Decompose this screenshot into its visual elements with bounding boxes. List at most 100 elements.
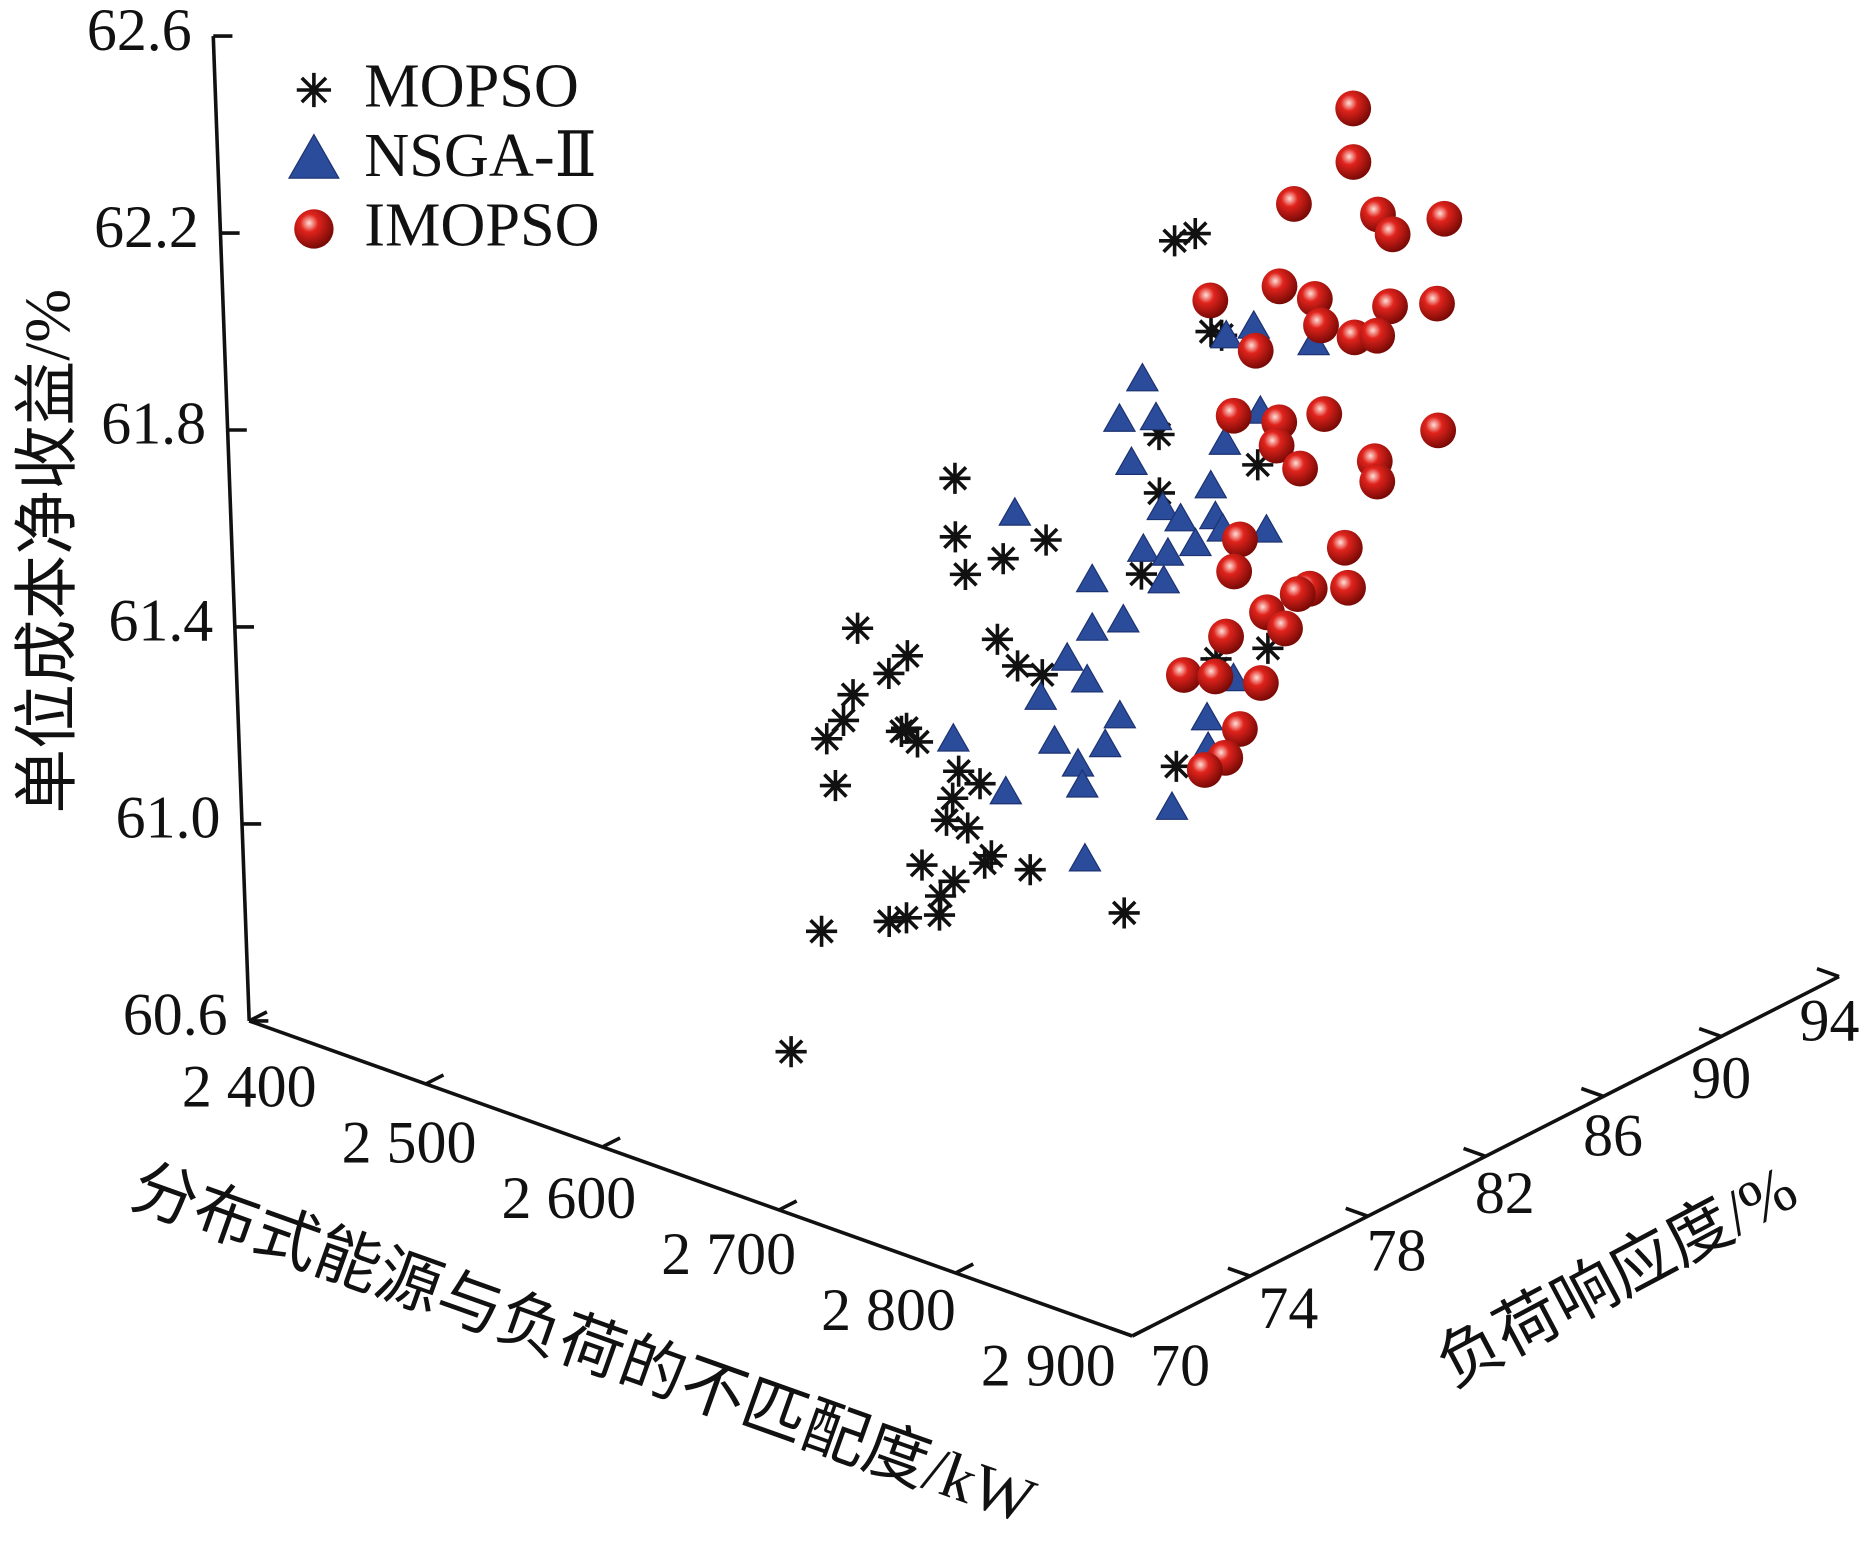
point	[1014, 854, 1046, 886]
point	[890, 902, 923, 934]
point	[1194, 469, 1228, 499]
point	[819, 770, 852, 802]
point	[981, 623, 1013, 655]
legend-marker	[294, 209, 334, 249]
x-tick-label: 2 900	[981, 1333, 1116, 1399]
point	[1088, 728, 1122, 758]
point	[923, 899, 956, 931]
y-tick-label: 78	[1367, 1218, 1427, 1284]
point	[837, 679, 869, 711]
point	[1143, 477, 1175, 509]
point	[1075, 563, 1109, 593]
z-tick-label: 61.4	[108, 588, 213, 654]
point	[1261, 268, 1298, 305]
point	[1221, 711, 1258, 747]
point	[1143, 418, 1175, 451]
point	[1216, 553, 1253, 590]
point	[1208, 618, 1244, 655]
point	[1108, 897, 1140, 929]
point	[1197, 658, 1234, 695]
x-tick	[424, 1073, 445, 1086]
point	[1178, 527, 1213, 557]
point	[1252, 632, 1284, 664]
z-tick-label: 62.6	[87, 0, 192, 63]
point	[1208, 425, 1242, 455]
point	[1068, 842, 1102, 872]
y-tick	[1345, 1206, 1369, 1218]
point	[1279, 576, 1316, 613]
point	[842, 612, 874, 644]
point	[1242, 449, 1274, 481]
y-tick-label: 70	[1150, 1333, 1210, 1399]
y-tick	[1580, 1086, 1605, 1099]
y-tick-label: 94	[1800, 988, 1860, 1054]
point	[1267, 610, 1303, 647]
z-axis	[211, 36, 251, 1021]
point	[901, 726, 934, 758]
legend-label: NSGA-Ⅱ	[364, 121, 597, 190]
y-tick	[1816, 966, 1840, 979]
point	[1242, 665, 1279, 701]
point	[906, 849, 938, 881]
z-tick-label: 62.2	[94, 194, 199, 260]
point	[827, 704, 860, 737]
point	[1372, 288, 1408, 325]
point	[1420, 412, 1457, 449]
point	[1024, 680, 1058, 710]
y-tick	[1227, 1266, 1251, 1278]
point	[1126, 532, 1160, 562]
point	[939, 521, 971, 553]
point	[1303, 307, 1339, 344]
point	[1159, 225, 1191, 257]
x-tick-label: 2 800	[821, 1277, 956, 1343]
point	[1359, 317, 1396, 354]
point	[924, 880, 957, 912]
point	[1258, 427, 1295, 464]
x-tick-label: 2 500	[342, 1109, 477, 1175]
point	[1335, 144, 1372, 180]
point	[937, 782, 969, 814]
y-axis	[1131, 974, 1840, 1338]
legend-label: IMOPSO	[364, 191, 599, 260]
point	[806, 915, 838, 947]
y-tick	[1462, 1146, 1487, 1158]
point	[1419, 285, 1455, 322]
point	[1102, 402, 1137, 432]
point	[1037, 724, 1072, 754]
point	[1151, 536, 1185, 566]
x-tick-label: 2 700	[661, 1221, 796, 1287]
y-tick-label: 90	[1691, 1045, 1751, 1111]
point	[969, 847, 1001, 879]
legend-marker	[296, 72, 332, 108]
point	[1306, 396, 1343, 432]
point	[1276, 186, 1312, 222]
y-tick	[1109, 1326, 1133, 1338]
x-tick	[601, 1136, 621, 1149]
point	[1326, 529, 1363, 566]
point	[1249, 513, 1284, 543]
point	[1001, 650, 1034, 682]
point	[1163, 502, 1198, 532]
point	[1026, 659, 1058, 691]
x-tick	[954, 1262, 975, 1275]
point	[1165, 657, 1202, 693]
point	[930, 804, 963, 836]
point	[885, 715, 918, 747]
x-axis	[248, 1019, 1133, 1338]
point	[1190, 701, 1224, 731]
point	[775, 1036, 807, 1068]
point	[1125, 558, 1158, 590]
point	[939, 462, 971, 494]
point	[943, 755, 975, 787]
point	[964, 768, 996, 800]
point	[1030, 524, 1062, 556]
point	[1065, 768, 1099, 798]
point	[1155, 790, 1189, 820]
point	[873, 905, 905, 937]
point	[891, 640, 923, 672]
point	[1215, 397, 1252, 434]
point	[1125, 362, 1159, 392]
point	[1209, 319, 1243, 349]
point	[811, 723, 843, 755]
